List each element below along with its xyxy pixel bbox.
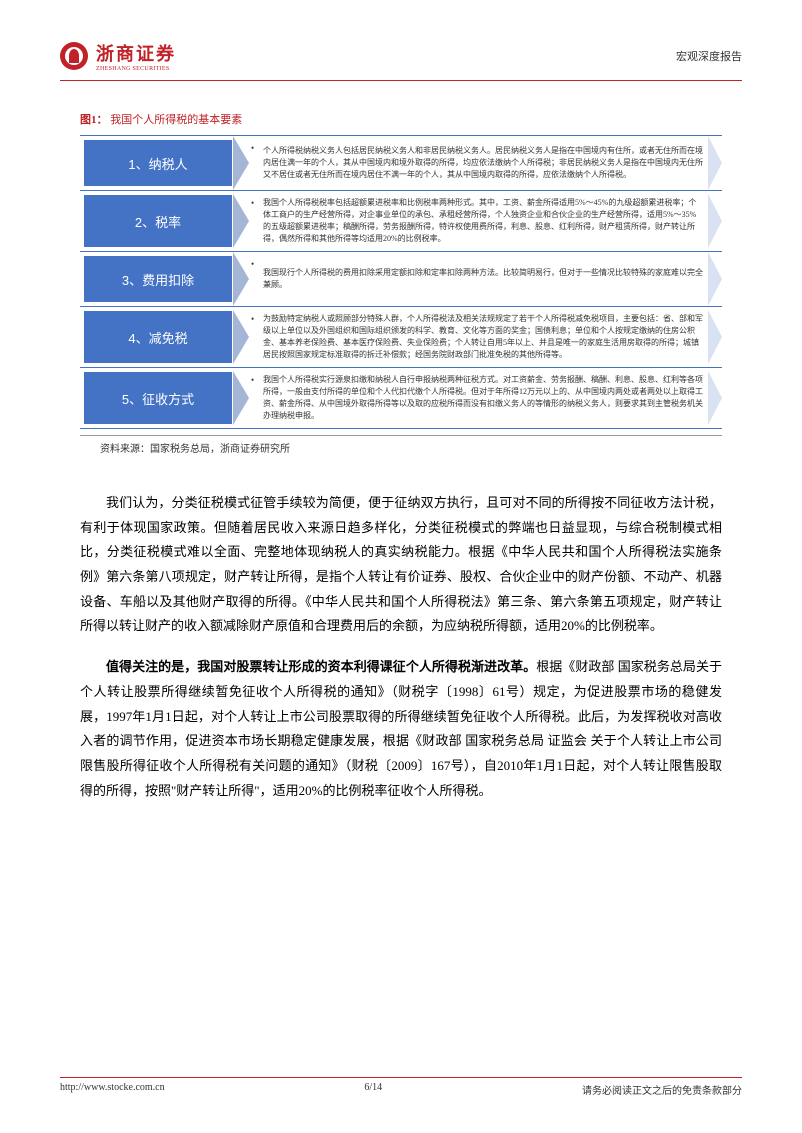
arrow-end-icon (708, 371, 722, 425)
diagram: 1、纳税人 个人所得税纳税义务人包括居民纳税义务人和非居民纳税义务人。居民纳税义… (80, 135, 722, 429)
row-label-3: 3、费用扣除 (83, 255, 233, 303)
figure-source: 资料来源：国家税务总局，浙商证券研究所 (80, 435, 722, 455)
arrow-icon (233, 252, 249, 306)
row-label-4: 4、减免税 (83, 310, 233, 364)
arrow-end-icon (708, 310, 722, 364)
arrow-icon (233, 136, 249, 190)
footer-url: http://www.stocke.com.cn (60, 1082, 165, 1097)
diagram-row: 3、费用扣除 我国现行个人所得税的费用扣除采用定额扣除和定率扣除两种方法。比较简… (80, 252, 722, 307)
paragraph-2: 值得关注的是，我国对股票转让形成的资本利得课征个人所得税渐进改革。根据《财政部 … (80, 655, 722, 803)
logo: 浙商证券 ZHESHANG SECURITIES (60, 40, 176, 72)
page-header: 浙商证券 ZHESHANG SECURITIES 宏观深度报告 (60, 40, 742, 81)
row-label-2: 2、税率 (83, 194, 233, 248)
logo-text-cn: 浙商证券 (96, 40, 176, 66)
paragraph-2-bold: 值得关注的是，我国对股票转让形成的资本利得课征个人所得税渐进改革。 (106, 659, 536, 674)
diagram-row: 1、纳税人 个人所得税纳税义务人包括居民纳税义务人和非居民纳税义务人。居民纳税义… (80, 136, 722, 191)
diagram-row: 2、税率 我国个人所得税税率包括超额累进税率和比例税率两种形式。其中，工资、薪金… (80, 191, 722, 252)
row-desc-4: 为鼓励特定纳税人或照顾部分特殊人群，个人所得税法及相关法规规定了若干个人所得税减… (253, 307, 708, 367)
arrow-end-icon (708, 252, 722, 306)
report-type: 宏观深度报告 (676, 48, 742, 64)
logo-text-en: ZHESHANG SECURITIES (96, 66, 176, 72)
footer-page: 6/14 (364, 1082, 382, 1097)
page-footer: http://www.stocke.com.cn 6/14 请务必阅读正文之后的… (60, 1077, 742, 1097)
logo-icon (60, 42, 88, 70)
arrow-end-icon (708, 136, 722, 190)
paragraph-2-rest: 根据《财政部 国家税务总局关于个人转让股票所得继续暂免征收个人所得税的通知》（财… (80, 659, 722, 797)
row-desc-3: 我国现行个人所得税的费用扣除采用定额扣除和定率扣除两种方法。比较简明易行，但对于… (253, 252, 708, 306)
footer-disclaimer: 请务必阅读正文之后的免责条款部分 (582, 1082, 742, 1097)
paragraph-1: 我们认为，分类征税模式征管手续较为简便，便于征纳双方执行，且可对不同的所得按不同… (80, 491, 722, 639)
arrow-end-icon (708, 194, 722, 248)
figure-label: 图1： (80, 114, 108, 126)
row-label-5: 5、征收方式 (83, 371, 233, 425)
row-label-1: 1、纳税人 (83, 139, 233, 187)
diagram-row: 4、减免税 为鼓励特定纳税人或照顾部分特殊人群，个人所得税法及相关法规规定了若干… (80, 307, 722, 368)
arrow-icon (233, 310, 249, 364)
figure-title-text: 我国个人所得税的基本要素 (110, 114, 242, 126)
arrow-icon (233, 194, 249, 248)
figure-title: 图1： 我国个人所得税的基本要素 (60, 111, 742, 127)
row-desc-5: 我国个人所得税实行源泉扣缴和纳税人自行申报纳税两种征税方式。对工资薪金、劳务报酬… (253, 368, 708, 428)
arrow-icon (233, 371, 249, 425)
diagram-row: 5、征收方式 我国个人所得税实行源泉扣缴和纳税人自行申报纳税两种征税方式。对工资… (80, 368, 722, 429)
body-text: 我们认为，分类征税模式征管手续较为简便，便于征纳双方执行，且可对不同的所得按不同… (60, 491, 742, 803)
row-desc-2: 我国个人所得税税率包括超额累进税率和比例税率两种形式。其中，工资、薪金所得适用5… (253, 191, 708, 251)
row-desc-1: 个人所得税纳税义务人包括居民纳税义务人和非居民纳税义务人。居民纳税义务人是指在中… (253, 136, 708, 190)
